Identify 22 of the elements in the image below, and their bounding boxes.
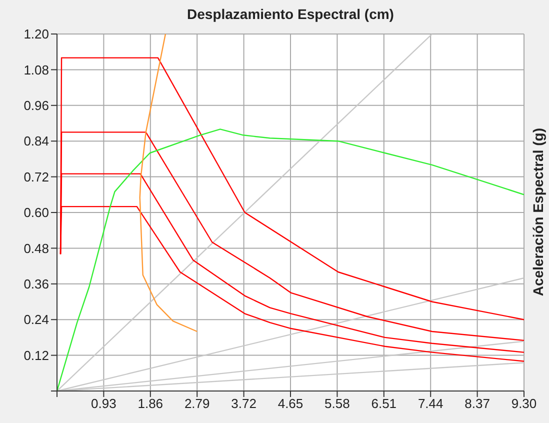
text: 0.60	[24, 205, 49, 220]
text: 9.30	[511, 396, 537, 412]
x-tick-label: 6.51	[371, 396, 397, 412]
y-tick-label: 0.36	[24, 276, 49, 292]
x-axis-title: Desplazamiento Espectral (cm)	[186, 6, 395, 22]
text: 1.20	[24, 26, 49, 42]
y-tick-label: 0.72	[24, 169, 49, 184]
y-tick-label: 1.08	[24, 62, 49, 78]
y-tick-label: 0.24	[24, 312, 49, 328]
x-tick-label: 7.44	[418, 396, 444, 412]
x-tick-label: 5.58	[324, 396, 350, 412]
x-tick-label: 0.93	[91, 396, 116, 412]
y-tick-label: 0.96	[24, 98, 49, 114]
x-tick-label: 1.86	[138, 396, 164, 412]
x-tick-label: 8.37	[464, 396, 490, 412]
x-tick-label: 4.65	[278, 396, 304, 412]
y-tick-label: 0.84	[24, 134, 49, 149]
y-tick-label: 0.12	[24, 348, 49, 363]
x-tick-label: 3.72	[231, 396, 256, 412]
x-tick-label: 2.79	[184, 396, 210, 412]
y-axis-title: Aceleración Espectral (g)	[530, 128, 546, 297]
y-tick-label: 0.48	[24, 240, 49, 256]
